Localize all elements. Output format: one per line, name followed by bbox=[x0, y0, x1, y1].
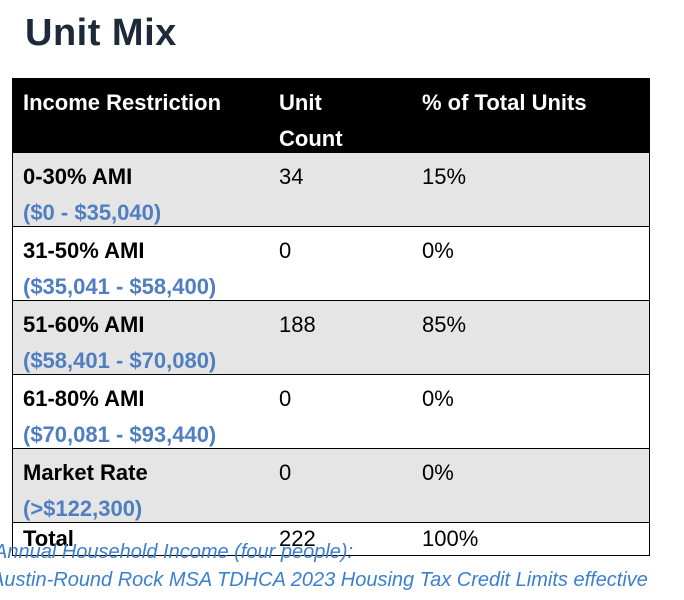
unit-count: 0 bbox=[279, 460, 292, 485]
total-row: Total 222 100% bbox=[13, 522, 649, 555]
restriction-label: 51-60% AMI bbox=[23, 312, 145, 337]
restriction-label: 31-50% AMI bbox=[23, 238, 145, 263]
restriction-label: 61-80% AMI bbox=[23, 386, 145, 411]
income-range: ($58,401 - $70,080) bbox=[23, 348, 217, 373]
table-row: Market Rate (>$122,300) 0 0% bbox=[13, 448, 649, 522]
unit-count: 0 bbox=[279, 386, 292, 411]
unit-mix-table: Income Restriction Unit Count % of Total Un… bbox=[12, 78, 650, 556]
footnote: Annual Household Income (four people): bbox=[0, 541, 354, 563]
unit-count: 0 bbox=[279, 238, 292, 263]
table-row: 0-30% AMI ($0 - $35,040) 34 15% bbox=[13, 152, 649, 226]
unit-count: 188 bbox=[279, 312, 316, 337]
header-text: % of Total Units bbox=[422, 90, 587, 115]
restriction-label: Market Rate bbox=[23, 460, 148, 485]
unit-count: 34 bbox=[279, 164, 304, 189]
footnote: Austin-Round Rock MSA TDHCA 2023 Housing… bbox=[0, 569, 648, 591]
restriction-label: 0-30% AMI bbox=[23, 164, 133, 189]
table-row: 51-60% AMI ($58,401 - $70,080) 188 85% bbox=[13, 300, 649, 374]
restriction-cell: 0-30% AMI ($0 - $35,040) bbox=[23, 159, 161, 231]
header-row: Income Restriction Unit Count % of Total Un… bbox=[13, 79, 649, 152]
income-range: ($70,081 - $93,440) bbox=[23, 422, 217, 447]
title: Unit Mix bbox=[25, 12, 177, 54]
percent-of-total: 85% bbox=[422, 312, 467, 337]
total-percent: 100% bbox=[422, 526, 479, 551]
restriction-cell: 61-80% AMI ($70,081 - $93,440) bbox=[23, 381, 216, 453]
header-cell: Income Restriction bbox=[23, 85, 221, 121]
total-count: 222 bbox=[279, 526, 316, 551]
header-cell: Unit Count bbox=[279, 85, 343, 157]
percent-of-total: 0% bbox=[422, 460, 454, 485]
income-range: (>$122,300) bbox=[23, 496, 143, 521]
income-range: ($35,041 - $58,400) bbox=[23, 274, 217, 299]
header-cell: % of Total Units bbox=[422, 85, 587, 121]
restriction-cell: 31-50% AMI ($35,041 - $58,400) bbox=[23, 233, 216, 305]
restriction-cell: 51-60% AMI ($58,401 - $70,080) bbox=[23, 307, 216, 379]
percent-of-total: 0% bbox=[422, 238, 454, 263]
percent-of-total: 0% bbox=[422, 386, 454, 411]
header-text: Count bbox=[279, 126, 343, 151]
income-range: ($0 - $35,040) bbox=[23, 200, 162, 225]
table-row: 31-50% AMI ($35,041 - $58,400) 0 0% bbox=[13, 226, 649, 300]
table-row: 61-80% AMI ($70,081 - $93,440) 0 0% bbox=[13, 374, 649, 448]
header-text: Unit bbox=[279, 90, 322, 115]
total-label: Total bbox=[23, 526, 74, 551]
percent-of-total: 15% bbox=[422, 164, 467, 189]
header-text: Income Restriction bbox=[23, 90, 222, 115]
restriction-cell: Market Rate (>$122,300) bbox=[23, 455, 148, 527]
